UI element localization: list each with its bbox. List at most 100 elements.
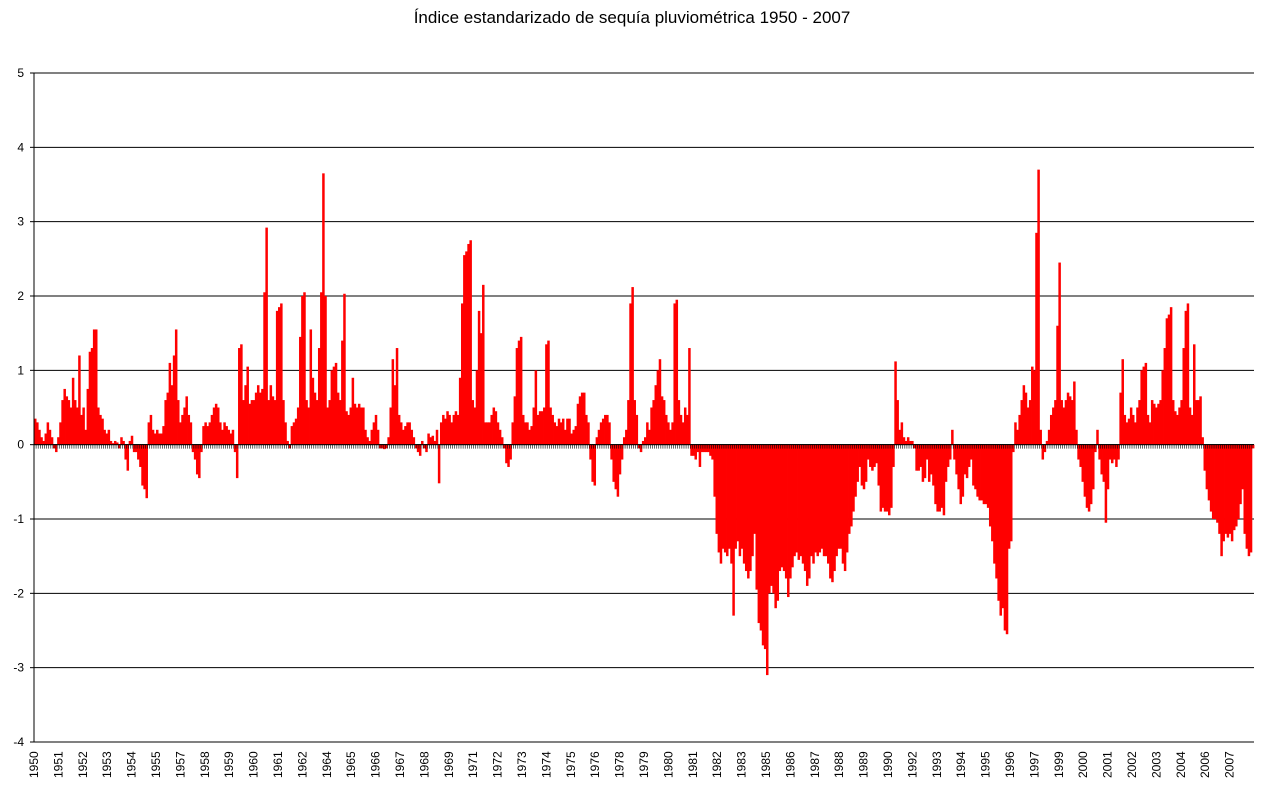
- bar: [410, 429, 414, 445]
- bar: [414, 444, 418, 449]
- bar: [164, 400, 167, 445]
- bar: [86, 388, 90, 445]
- bar: [799, 444, 803, 557]
- bar: [883, 444, 887, 512]
- bar: [612, 444, 615, 482]
- bar: [675, 299, 679, 445]
- x-tick-label: 1964: [320, 751, 334, 778]
- bar: [993, 444, 996, 564]
- bar: [223, 422, 226, 445]
- bar: [803, 444, 807, 572]
- bar: [728, 444, 731, 549]
- bar: [1150, 400, 1154, 445]
- bar: [1249, 444, 1253, 553]
- bar: [353, 403, 357, 445]
- bar: [292, 422, 296, 445]
- bar: [906, 437, 910, 445]
- bar: [938, 444, 941, 512]
- bar: [564, 429, 567, 445]
- bar: [147, 422, 151, 445]
- bar: [545, 344, 548, 445]
- bar: [633, 400, 636, 445]
- bar: [795, 444, 798, 553]
- bar: [953, 444, 956, 460]
- x-tick-label: 1976: [588, 751, 602, 778]
- bar: [997, 444, 1000, 601]
- bar: [1060, 400, 1063, 445]
- bar: [965, 444, 969, 479]
- bar: [656, 370, 660, 445]
- bar: [250, 400, 254, 445]
- bar: [1018, 414, 1021, 445]
- bar: [616, 444, 620, 497]
- bar: [362, 407, 365, 445]
- bar: [1014, 422, 1017, 445]
- bar: [431, 435, 435, 445]
- x-tick-label: 1953: [100, 751, 114, 778]
- bar: [860, 444, 864, 486]
- bar: [97, 407, 100, 445]
- bar: [555, 426, 559, 445]
- x-tick-label: 1959: [222, 751, 236, 778]
- bar: [59, 422, 62, 445]
- x-tick-label: 1966: [369, 751, 383, 778]
- bar: [408, 422, 411, 445]
- bar: [660, 396, 664, 445]
- bar: [376, 429, 380, 445]
- bar: [576, 403, 580, 445]
- bar: [734, 444, 737, 549]
- x-tick-label: 1999: [1052, 751, 1066, 778]
- bar: [475, 370, 479, 445]
- bar: [395, 348, 399, 445]
- bar: [317, 348, 321, 445]
- bar: [627, 400, 630, 445]
- bar: [839, 444, 843, 549]
- y-tick-label: 4: [17, 140, 24, 154]
- bar: [467, 243, 470, 445]
- bar: [170, 385, 174, 445]
- bar: [749, 444, 752, 572]
- bar: [604, 414, 607, 445]
- bar: [1045, 440, 1049, 445]
- bar: [1020, 400, 1024, 445]
- x-tick-label: 2006: [1198, 751, 1212, 778]
- bar: [707, 444, 710, 453]
- bar: [1224, 444, 1228, 534]
- bar: [606, 414, 609, 445]
- bar: [566, 418, 569, 445]
- bar: [742, 444, 746, 564]
- x-tick-label: 1985: [759, 751, 773, 778]
- bar: [174, 329, 178, 445]
- bar: [970, 444, 973, 460]
- bar: [816, 444, 819, 557]
- bar: [299, 336, 302, 445]
- bar: [1132, 414, 1135, 445]
- x-tick-label: 1955: [149, 751, 163, 778]
- bar: [654, 385, 658, 445]
- bar: [930, 444, 933, 475]
- bar: [1180, 400, 1183, 445]
- bar: [671, 422, 674, 445]
- bar: [1068, 396, 1072, 445]
- x-tick-label: 1978: [613, 751, 627, 778]
- bar: [463, 255, 466, 445]
- bar: [473, 407, 477, 445]
- bar: [568, 418, 571, 445]
- bar: [427, 433, 430, 445]
- bar: [397, 414, 401, 445]
- bar: [469, 240, 472, 445]
- bar: [988, 444, 992, 527]
- bar: [137, 444, 140, 460]
- bar: [646, 422, 649, 445]
- bar: [723, 444, 727, 553]
- bar: [1165, 318, 1169, 445]
- bar: [709, 444, 712, 456]
- bar: [345, 411, 348, 445]
- bar: [902, 437, 906, 445]
- bar: [641, 440, 645, 445]
- bar: [923, 444, 927, 479]
- bar: [52, 444, 56, 449]
- bar: [778, 444, 782, 572]
- bar: [446, 411, 449, 445]
- bar: [814, 444, 817, 553]
